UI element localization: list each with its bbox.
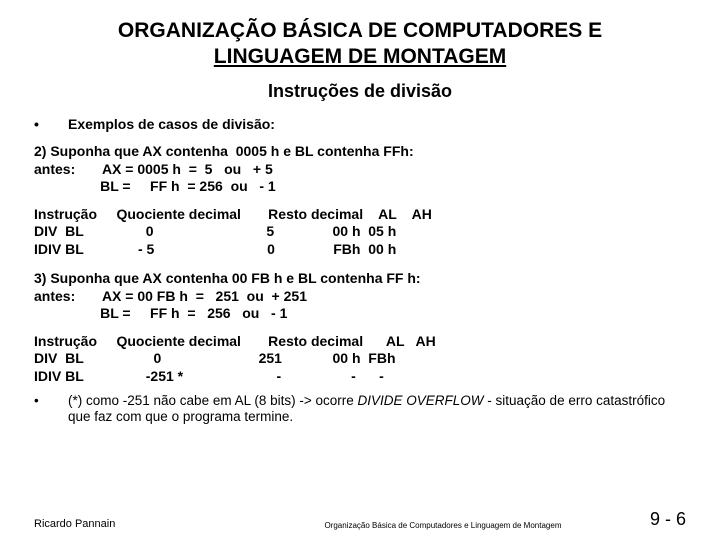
ex2-header: Instrução Quociente decimal Resto decima… <box>34 206 432 222</box>
ex3-row1: DIV BL 0 251 00 h FBh <box>34 350 396 366</box>
example-2-setup: 2) Suponha que AX contenha 0005 h e BL c… <box>34 143 686 196</box>
footnote-part-a: (*) como -251 não cabe em AL (8 bits) ->… <box>68 393 358 408</box>
title-line-1: ORGANIZAÇÃO BÁSICA DE COMPUTADORES E <box>118 19 602 42</box>
example-2-table: Instrução Quociente decimal Resto decima… <box>34 206 686 259</box>
footnote: • (*) como -251 não cabe em AL (8 bits) … <box>34 393 686 425</box>
slide-subtitle: Instruções de divisão <box>34 81 686 102</box>
ex2-line3: BL = FF h = 256 ou - 1 <box>34 178 276 194</box>
example-3-setup: 3) Suponha que AX contenha 00 FB h e BL … <box>34 270 686 323</box>
ex2-line2: antes: AX = 0005 h = 5 ou + 5 <box>34 161 273 177</box>
slide-footer: Ricardo Pannain Organização Básica de Co… <box>34 509 686 530</box>
title-line-2: LINGUAGEM DE MONTAGEM <box>214 45 506 68</box>
page-number: 9 - 6 <box>650 509 686 530</box>
ex3-line1: 3) Suponha que AX contenha 00 FB h e BL … <box>34 270 421 286</box>
ex2-row2: IDIV BL - 5 0 FBh 00 h <box>34 241 396 257</box>
ex3-line2: antes: AX = 00 FB h = 251 ou + 251 <box>34 288 307 304</box>
slide-title: ORGANIZAÇÃO BÁSICA DE COMPUTADORES E LIN… <box>34 18 686 71</box>
content-body: • Exemplos de casos de divisão: 2) Supon… <box>34 116 686 426</box>
bullet-text: Exemplos de casos de divisão: <box>68 116 275 134</box>
footer-title: Organização Básica de Computadores e Lin… <box>324 521 561 530</box>
bullet-dot-icon: • <box>34 393 68 425</box>
ex2-row1: DIV BL 0 5 00 h 05 h <box>34 223 396 239</box>
ex3-line3: BL = FF h = 256 ou - 1 <box>34 305 287 321</box>
footnote-text: (*) como -251 não cabe em AL (8 bits) ->… <box>68 393 686 425</box>
bullet-dot-icon: • <box>34 116 68 134</box>
bullet-exemplos: • Exemplos de casos de divisão: <box>34 116 686 134</box>
example-3-table: Instrução Quociente decimal Resto decima… <box>34 333 686 386</box>
footer-author: Ricardo Pannain <box>34 518 115 530</box>
ex3-row2: IDIV BL -251 * - - - <box>34 368 384 384</box>
footnote-italic: DIVIDE OVERFLOW <box>358 393 484 408</box>
slide: ORGANIZAÇÃO BÁSICA DE COMPUTADORES E LIN… <box>0 0 720 540</box>
ex2-line1: 2) Suponha que AX contenha 0005 h e BL c… <box>34 143 414 159</box>
ex3-header: Instrução Quociente decimal Resto decima… <box>34 333 436 349</box>
